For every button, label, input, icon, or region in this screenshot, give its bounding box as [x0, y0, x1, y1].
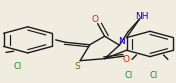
- Text: Cl: Cl: [13, 62, 21, 71]
- Text: Cl: Cl: [125, 71, 133, 80]
- Text: N: N: [118, 37, 125, 46]
- Text: S: S: [75, 62, 80, 71]
- Text: NH: NH: [135, 12, 149, 21]
- Text: O: O: [92, 15, 99, 24]
- Text: Cl: Cl: [149, 71, 158, 80]
- Text: O: O: [123, 55, 130, 64]
